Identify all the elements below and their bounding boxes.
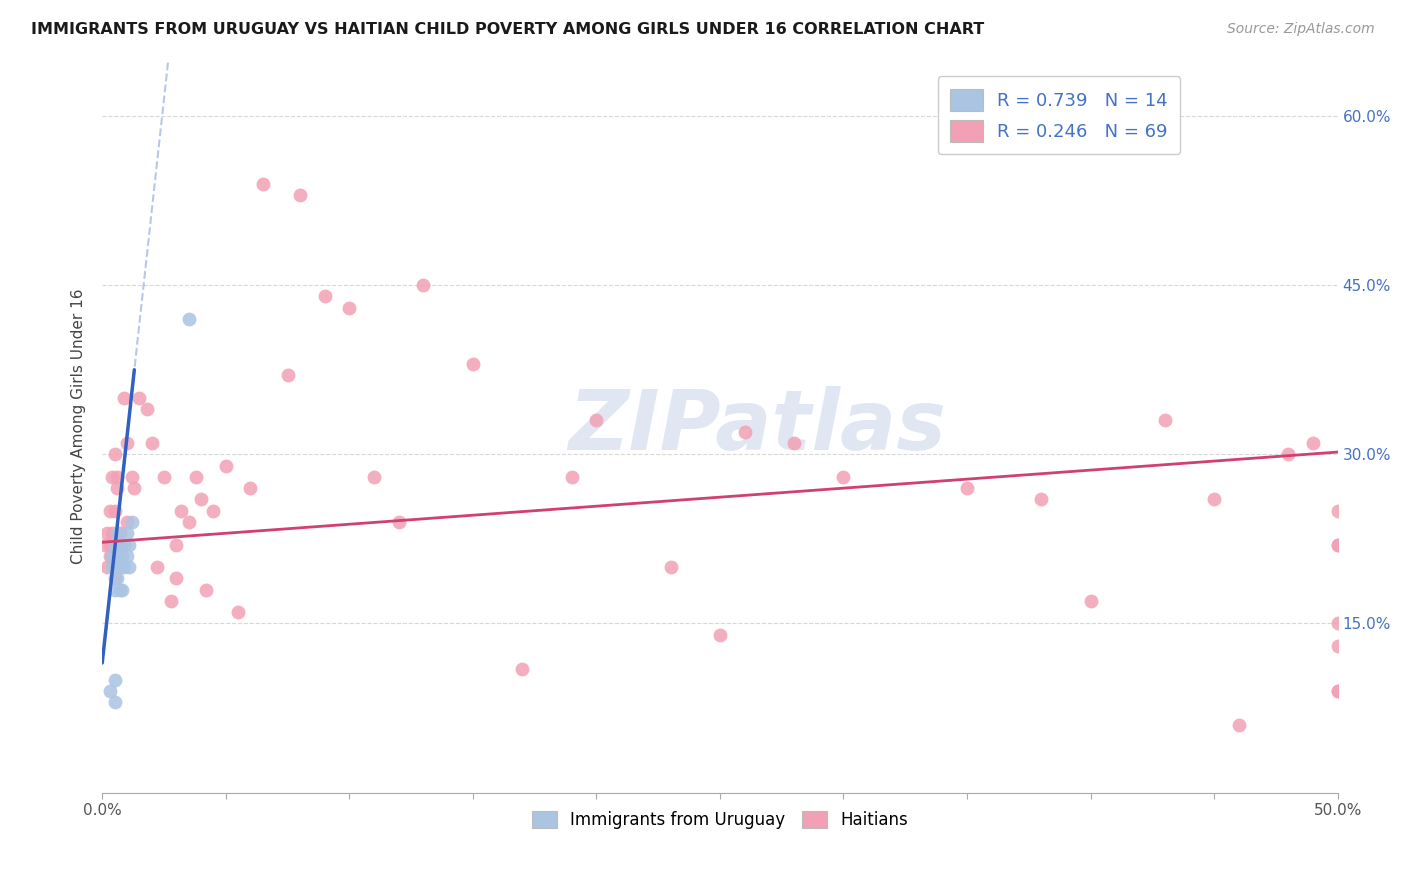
Point <box>215 458 238 473</box>
Point <box>1326 616 1348 631</box>
Point <box>103 560 125 574</box>
Point <box>226 605 249 619</box>
Point <box>103 447 125 461</box>
Point <box>103 673 125 687</box>
Text: ZIPatlas: ZIPatlas <box>568 385 946 467</box>
Point <box>252 177 274 191</box>
Text: Source: ZipAtlas.com: Source: ZipAtlas.com <box>1227 22 1375 37</box>
Point <box>783 436 806 450</box>
Point <box>98 504 121 518</box>
Point <box>734 425 756 439</box>
Point <box>114 537 136 551</box>
Point <box>115 526 138 541</box>
Point <box>276 368 298 383</box>
Point <box>1326 639 1348 653</box>
Y-axis label: Child Poverty Among Girls Under 16: Child Poverty Among Girls Under 16 <box>72 288 86 564</box>
Point <box>153 470 176 484</box>
Point <box>105 571 128 585</box>
Legend: Immigrants from Uruguay, Haitians: Immigrants from Uruguay, Haitians <box>526 804 915 836</box>
Point <box>412 278 434 293</box>
Point <box>103 537 125 551</box>
Point <box>98 537 121 551</box>
Point <box>561 470 583 484</box>
Point <box>103 695 125 709</box>
Point <box>1029 492 1052 507</box>
Point <box>337 301 360 315</box>
Point <box>121 470 143 484</box>
Point <box>96 560 118 574</box>
Point <box>103 571 125 585</box>
Point <box>1227 718 1250 732</box>
Point <box>190 492 212 507</box>
Point <box>114 560 136 574</box>
Point <box>288 188 311 202</box>
Point <box>108 537 131 551</box>
Point <box>115 436 138 450</box>
Point <box>1326 537 1348 551</box>
Point <box>124 481 146 495</box>
Point <box>108 560 131 574</box>
Point <box>165 571 187 585</box>
Point <box>101 470 124 484</box>
Point <box>111 549 134 563</box>
Point <box>659 560 682 574</box>
Point <box>98 549 121 563</box>
Point <box>114 391 136 405</box>
Point <box>177 515 200 529</box>
Point <box>108 582 131 597</box>
Point <box>510 662 533 676</box>
Point <box>118 560 141 574</box>
Point <box>96 526 118 541</box>
Point <box>1326 504 1348 518</box>
Point <box>585 413 607 427</box>
Point <box>363 470 385 484</box>
Point <box>115 515 138 529</box>
Point <box>121 515 143 529</box>
Point <box>103 582 125 597</box>
Point <box>118 537 141 551</box>
Text: IMMIGRANTS FROM URUGUAY VS HAITIAN CHILD POVERTY AMONG GIRLS UNDER 16 CORRELATIO: IMMIGRANTS FROM URUGUAY VS HAITIAN CHILD… <box>31 22 984 37</box>
Point <box>111 582 134 597</box>
Point <box>239 481 262 495</box>
Point <box>105 526 128 541</box>
Point <box>108 526 131 541</box>
Point <box>1277 447 1299 461</box>
Point <box>956 481 979 495</box>
Point <box>1302 436 1324 450</box>
Point <box>461 357 484 371</box>
Point <box>1153 413 1175 427</box>
Point <box>115 549 138 563</box>
Point <box>184 470 207 484</box>
Point <box>1204 492 1226 507</box>
Point <box>105 470 128 484</box>
Point <box>141 436 163 450</box>
Point <box>128 391 150 405</box>
Point <box>1326 684 1348 698</box>
Point <box>108 537 131 551</box>
Point <box>170 504 193 518</box>
Point <box>709 628 731 642</box>
Point <box>202 504 225 518</box>
Point <box>177 312 200 326</box>
Point <box>93 537 115 551</box>
Point <box>98 684 121 698</box>
Point <box>165 537 187 551</box>
Point <box>101 549 124 563</box>
Point <box>1326 537 1348 551</box>
Point <box>195 582 218 597</box>
Point <box>314 289 336 303</box>
Point <box>105 549 128 563</box>
Point <box>105 481 128 495</box>
Point <box>1080 594 1102 608</box>
Point <box>388 515 411 529</box>
Point <box>160 594 183 608</box>
Point <box>101 526 124 541</box>
Point <box>103 504 125 518</box>
Point <box>145 560 167 574</box>
Point <box>101 560 124 574</box>
Point <box>832 470 855 484</box>
Point <box>1326 684 1348 698</box>
Point <box>135 402 157 417</box>
